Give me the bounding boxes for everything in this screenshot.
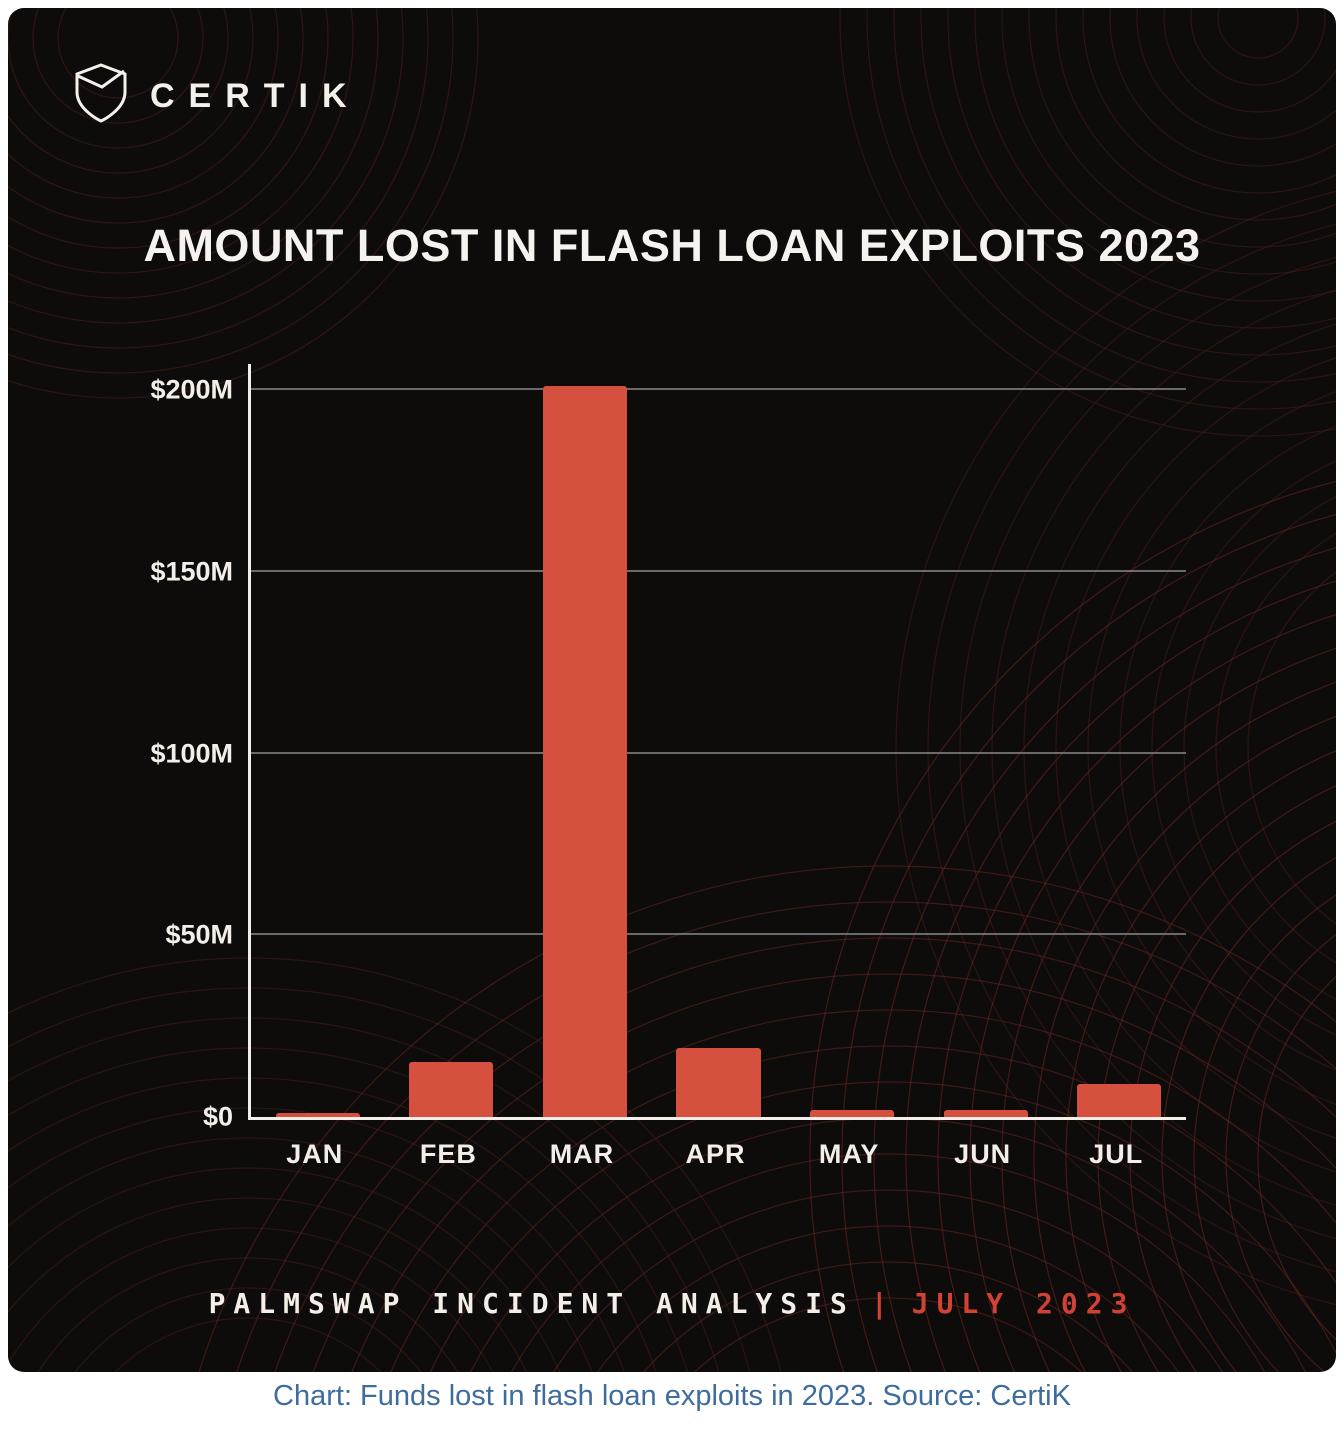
certik-shield-icon	[72, 62, 130, 129]
y-axis-labels: $0 $50M $100M $150M $200M	[126, 375, 233, 1132]
bar-slot	[251, 390, 385, 1117]
x-tick-label: JUN	[954, 1139, 1012, 1169]
x-axis-labels: JAN FEB MAR APR MAY JUN JUL	[248, 1139, 1183, 1170]
bar-slot	[785, 390, 919, 1117]
bar-apr	[676, 1047, 761, 1117]
bar-slot	[1052, 390, 1186, 1117]
gridline-100	[251, 751, 1186, 754]
caption-source-link[interactable]: Source: CertiK	[882, 1380, 1071, 1412]
bar-slot	[919, 390, 1053, 1117]
x-tick-label: APR	[685, 1139, 746, 1169]
bar-slot	[518, 386, 652, 1117]
x-tick-label: JAN	[286, 1139, 344, 1169]
y-tick-label: $0	[202, 1101, 233, 1132]
chart-panel: CERTIK AMOUNT LOST IN FLASH LOAN EXPLOIT…	[8, 8, 1336, 1372]
plot-area	[248, 364, 1186, 1120]
bar-jan	[275, 1113, 360, 1117]
x-tick-label: MAR	[549, 1139, 615, 1169]
bar-slot	[652, 390, 786, 1117]
background-contour-pattern	[8, 8, 1336, 1372]
y-tick-label: $100M	[150, 738, 233, 768]
x-tick-label: JUL	[1089, 1139, 1144, 1169]
x-tick-label: MAY	[818, 1139, 880, 1169]
footer-banner: PALMSWAP INCIDENT ANALYSIS | JULY 2023	[8, 1287, 1336, 1320]
bar-slot	[385, 390, 519, 1117]
gridline-50	[251, 933, 1186, 936]
footer-separator: |	[870, 1287, 896, 1320]
footer-date: JULY 2023	[911, 1287, 1136, 1320]
x-tick-label: FEB	[419, 1139, 477, 1169]
y-tick-label: $150M	[150, 556, 233, 587]
y-tick-label: $200M	[150, 374, 233, 405]
gridline-150	[251, 569, 1186, 572]
bar-feb	[409, 1062, 494, 1117]
certik-logo: CERTIK	[72, 62, 361, 129]
bar-jun	[943, 1109, 1028, 1117]
chart-caption: Chart: Funds lost in flash loan exploits…	[0, 1380, 1344, 1413]
bar-may	[810, 1109, 895, 1117]
caption-text: Chart: Funds lost in flash loan exploits…	[273, 1380, 883, 1412]
brand-name: CERTIK	[150, 76, 361, 115]
bar-mar	[542, 386, 628, 1117]
y-tick-label: $50M	[165, 919, 233, 950]
gridlines	[251, 388, 1186, 1117]
footer-label: PALMSWAP INCIDENT ANALYSIS	[208, 1287, 855, 1320]
chart-title: AMOUNT LOST IN FLASH LOAN EXPLOITS 2023	[143, 220, 1201, 271]
bars	[251, 386, 1186, 1117]
bar-jul	[1077, 1084, 1162, 1117]
gridline-200	[251, 388, 1186, 390]
